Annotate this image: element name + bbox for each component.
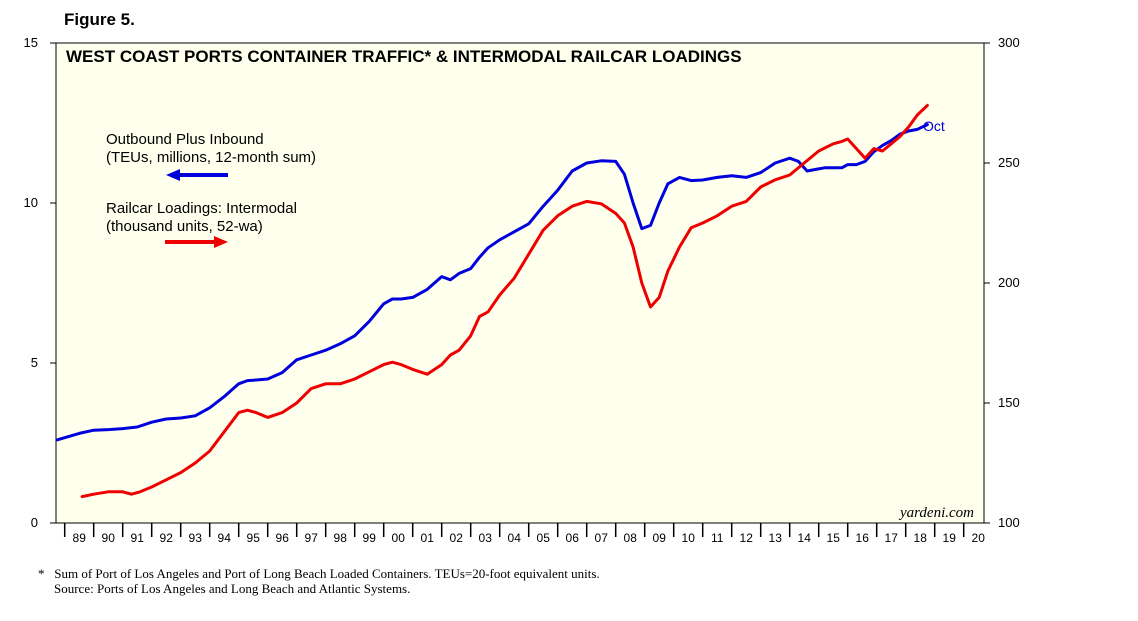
footnote-text: Sum of Port of Los Angeles and Port of L…: [54, 566, 600, 581]
x-tick-label: 19: [943, 531, 957, 545]
series-layer: [55, 103, 929, 499]
right-axis: 100 150 200 250 300: [984, 35, 1020, 530]
x-tick-label: 01: [421, 531, 435, 545]
x-tick-label: 15: [827, 531, 841, 545]
right-tick-label: 100: [998, 515, 1020, 530]
legend-red-line1: Railcar Loadings: Intermodal: [106, 200, 297, 217]
right-tick-label: 150: [998, 395, 1020, 410]
x-tick-label: 20: [972, 531, 986, 545]
x-tick-label: 92: [160, 531, 174, 545]
x-tick-label: 16: [856, 531, 870, 545]
legend-blue-line2: (TEUs, millions, 12-month sum): [106, 149, 316, 166]
left-tick-label: 15: [24, 35, 38, 50]
x-tick-label: 06: [566, 531, 580, 545]
x-tick-label: 99: [363, 531, 377, 545]
footnote-line-1: * Sum of Port of Los Angeles and Port of…: [38, 566, 600, 582]
x-tick-label: 03: [479, 531, 493, 545]
x-tick-label: 13: [769, 531, 783, 545]
legend-red-line2: (thousand units, 52-wa): [106, 218, 263, 235]
x-tick-label: 90: [102, 531, 116, 545]
x-tick-label: 97: [305, 531, 319, 545]
right-tick-label: 250: [998, 155, 1020, 170]
right-tick-label: 200: [998, 275, 1020, 290]
x-tick-label: 08: [624, 531, 638, 545]
x-tick-label: 14: [798, 531, 812, 545]
series-line-container-traffic: [55, 123, 929, 442]
x-tick-label: 09: [653, 531, 667, 545]
right-arrow-icon: [165, 236, 228, 248]
x-tick-label: 89: [73, 531, 87, 545]
x-axis: 89 90 91 92 93 94 95 96 97 98 99 00 01 02 03 04 05 06 07 08…: [63, 523, 986, 545]
x-tick-label: 91: [131, 531, 145, 545]
left-tick-label: 10: [24, 195, 38, 210]
footnote-source: Source: Ports of Los Angeles and Long Be…: [54, 581, 411, 596]
x-tick-label: 94: [218, 531, 232, 545]
right-tick-label: 300: [998, 35, 1020, 50]
x-tick-label: 96: [276, 531, 290, 545]
figure-label: Figure 5.: [64, 10, 135, 29]
x-tick-label: 17: [885, 531, 899, 545]
x-tick-label: 05: [537, 531, 551, 545]
series-line-railcar-loadings: [80, 103, 929, 499]
x-tick-label: 02: [450, 531, 464, 545]
legend-blue-line1: Outbound Plus Inbound: [106, 131, 264, 148]
x-tick-label: 93: [189, 531, 203, 545]
x-tick-label: 95: [247, 531, 261, 545]
chart-title: WEST COAST PORTS CONTAINER TRAFFIC* & IN…: [66, 47, 742, 66]
x-tick-label: 18: [914, 531, 928, 545]
left-tick-label: 0: [31, 515, 38, 530]
x-tick-label: 10: [682, 531, 696, 545]
x-tick-label: 11: [711, 531, 724, 545]
plot-area: [55, 42, 985, 524]
x-tick-label: 07: [595, 531, 609, 545]
x-tick-label: 12: [740, 531, 754, 545]
x-tick-label: 98: [334, 531, 348, 545]
x-tick-label: 04: [508, 531, 522, 545]
left-tick-label: 5: [31, 355, 38, 370]
watermark: yardeni.com: [898, 505, 974, 521]
left-axis: 0 5 10 15: [24, 35, 56, 530]
end-annotation: Oct: [923, 118, 945, 134]
x-tick-label: 00: [392, 531, 406, 545]
legend: Outbound Plus Inbound (TEUs, millions, 1…: [106, 131, 316, 248]
left-arrow-icon: [166, 169, 228, 181]
footnote-marker: *: [38, 566, 45, 581]
